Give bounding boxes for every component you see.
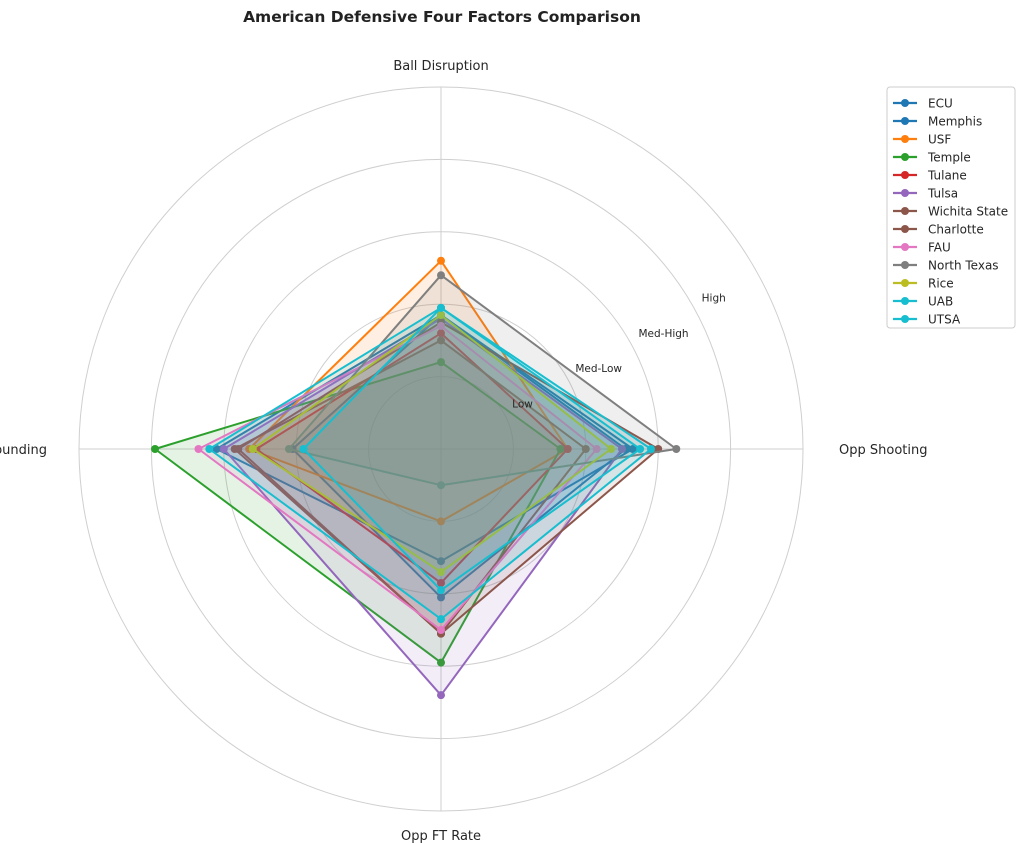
legend-label: UAB	[928, 295, 953, 309]
legend-label: FAU	[928, 241, 951, 255]
series-fau	[194, 321, 601, 634]
legend-entry: Tulane	[893, 169, 967, 183]
legend-label: Tulsa	[927, 187, 958, 201]
data-point	[607, 445, 616, 453]
axis-labels: Low Med-Low Med-High High Ball Disruption Opp…	[0, 59, 927, 844]
legend-entry: North Texas	[893, 259, 999, 273]
axis-label: Ball Disruption	[393, 59, 488, 74]
data-point	[618, 445, 626, 453]
legend-frame	[886, 86, 1016, 329]
data-point	[628, 445, 637, 453]
legend-entry: FAU	[893, 241, 951, 255]
axis-label: Opp Shooting	[839, 443, 927, 458]
data-point	[437, 311, 445, 320]
legend-swatch-marker	[901, 207, 909, 215]
data-point	[248, 445, 257, 453]
data-point	[592, 445, 601, 453]
data-point	[230, 445, 239, 453]
legend-label: Memphis	[928, 115, 982, 129]
legend-label: Charlotte	[928, 223, 984, 237]
legend-entry: Wichita State	[893, 205, 1008, 219]
data-point	[646, 445, 655, 453]
data-point	[437, 568, 445, 577]
data-point	[219, 445, 228, 453]
legend-swatch-marker	[901, 225, 909, 233]
radar-series	[151, 256, 681, 700]
data-point	[437, 557, 445, 566]
data-point	[299, 445, 308, 453]
series-north-texas	[284, 271, 681, 490]
legend-entry: UTSA	[893, 313, 961, 327]
legend-swatch-marker	[901, 153, 909, 161]
data-point	[437, 336, 445, 345]
legend-label: USF	[928, 133, 951, 147]
data-point	[437, 256, 445, 265]
data-point	[437, 586, 445, 595]
series-rice	[248, 311, 616, 577]
data-point	[636, 445, 645, 453]
axis-label: Opp FT Rate	[401, 829, 481, 844]
data-point	[212, 445, 221, 453]
data-point	[437, 578, 445, 587]
data-point	[284, 445, 293, 453]
legend-swatch-marker	[901, 279, 909, 287]
legend-label: North Texas	[928, 259, 999, 273]
legend-label: Wichita State	[928, 205, 1008, 219]
data-point	[437, 615, 445, 624]
data-point	[205, 445, 214, 453]
legend-entry: Memphis	[893, 115, 982, 129]
data-point	[437, 481, 445, 490]
data-point	[437, 517, 445, 526]
chart-title: American Defensive Four Factors Comparis…	[243, 8, 641, 26]
legend-entry: Charlotte	[893, 223, 984, 237]
legend-swatch-marker	[901, 171, 909, 179]
data-point	[437, 593, 445, 602]
data-point	[437, 303, 445, 312]
ring-label: High	[702, 292, 726, 304]
legend-label: Tulane	[927, 169, 967, 183]
data-point	[437, 358, 445, 367]
axis-label: Def Rebounding	[0, 443, 47, 458]
legend-entry: USF	[893, 133, 951, 147]
legend-label: Rice	[928, 277, 954, 291]
ring-label: Low	[512, 399, 533, 411]
data-point	[437, 658, 445, 667]
legend-swatch-marker	[901, 135, 909, 143]
legend-entry: ECU	[893, 97, 953, 111]
legend-entry: UAB	[893, 295, 953, 309]
data-point	[563, 445, 572, 453]
data-point	[437, 321, 445, 330]
legend-label: Temple	[927, 151, 971, 165]
legend-swatch-marker	[901, 261, 909, 269]
data-point	[151, 445, 160, 453]
data-point	[437, 626, 445, 634]
legend-swatch-marker	[901, 243, 909, 251]
data-point	[581, 445, 590, 453]
legend-swatch-marker	[901, 99, 909, 107]
legend-swatch-marker	[901, 189, 909, 197]
legend-swatch-marker	[901, 315, 909, 323]
legend-entry: Tulsa	[893, 187, 958, 201]
legend-entry: Rice	[893, 277, 954, 291]
legend-label: UTSA	[928, 313, 961, 327]
series-tulane	[252, 329, 572, 587]
legend-label: ECU	[928, 97, 953, 111]
ring-label: Med-High	[638, 328, 688, 340]
legend-swatch-marker	[901, 297, 909, 305]
data-point	[437, 329, 445, 338]
legend-entry: Temple	[893, 151, 971, 165]
data-point	[437, 271, 445, 280]
series-utsa	[299, 303, 645, 595]
data-point	[556, 445, 565, 453]
ring-label: Med-Low	[575, 363, 622, 375]
legend: ECU Memphis USF Temple Tulane Tulsa Wichita St…	[886, 86, 1016, 329]
data-point	[437, 691, 445, 700]
legend-swatch-marker	[901, 117, 909, 125]
data-point	[194, 445, 203, 453]
series-tulsa	[219, 314, 626, 700]
data-point	[672, 445, 681, 453]
